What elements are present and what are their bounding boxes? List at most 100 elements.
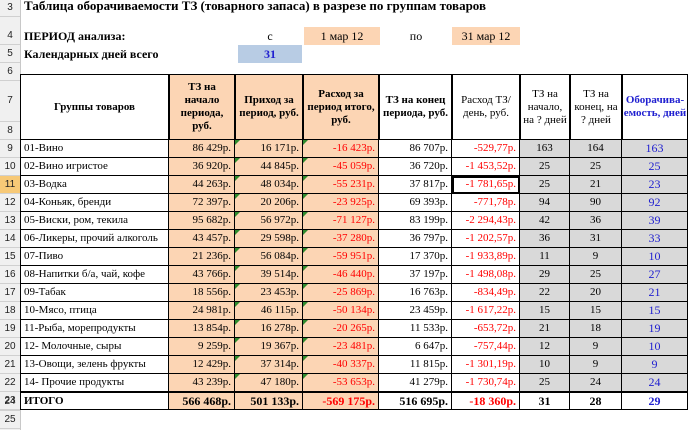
cell-income[interactable]: 46 115р. [235, 302, 303, 320]
cell-expense-day[interactable]: -834,49р. [452, 284, 520, 302]
cell-tz-end[interactable]: 41 279р. [379, 374, 452, 392]
cell-turnover[interactable]: 39 [622, 212, 688, 230]
period-from-label[interactable]: с [267, 29, 273, 43]
cell-expense-day[interactable]: -529,77р. [452, 140, 520, 158]
cell-days-start[interactable]: 42 [520, 212, 570, 230]
row-number[interactable]: 11 [0, 176, 20, 194]
cell-expense-day[interactable]: -1 933,89р. [452, 248, 520, 266]
cell-group[interactable]: 05-Виски, ром, текила [20, 212, 169, 230]
cell-tz-end[interactable]: 86 707р. [379, 140, 452, 158]
row-number[interactable]: 20 [0, 338, 20, 356]
cell-tz-start[interactable]: 566 468р. [169, 392, 235, 410]
cell-days-start[interactable]: 22 [520, 284, 570, 302]
cell-days-start[interactable]: 31 [520, 392, 570, 410]
cell-income[interactable]: 23 453р. [235, 284, 303, 302]
cell-days-start[interactable]: 15 [520, 302, 570, 320]
cell-group[interactable]: 08-Напитки б/а, чай, кофе [20, 266, 169, 284]
cell-group[interactable]: 10-Мясо, птица [20, 302, 169, 320]
row-number[interactable]: 24 [0, 393, 20, 411]
cell-days-start[interactable]: 25 [520, 176, 570, 194]
cell-tz-end[interactable]: 11 533р. [379, 320, 452, 338]
cell-tz-end[interactable]: 37 197р. [379, 266, 452, 284]
cell-tz-start[interactable]: 43 239р. [169, 374, 235, 392]
row-number[interactable]: 13 [0, 212, 20, 230]
cell-turnover[interactable]: 15 [622, 302, 688, 320]
row-number[interactable]: 4 [0, 27, 20, 45]
days-label[interactable]: Календарных дней всего [24, 47, 159, 61]
cell-turnover[interactable]: 29 [622, 392, 688, 410]
cell-tz-end[interactable]: 516 695р. [379, 392, 452, 410]
cell-days-start[interactable]: 12 [520, 338, 570, 356]
cell-days-end[interactable]: 9 [570, 248, 622, 266]
cell-turnover[interactable]: 92 [622, 194, 688, 212]
cell-group[interactable]: 07-Пиво [20, 248, 169, 266]
cell-tz-start[interactable]: 13 854р. [169, 320, 235, 338]
row-number[interactable]: 14 [0, 230, 20, 248]
cell-tz-end[interactable]: 36 720р. [379, 158, 452, 176]
cell-tz-start[interactable]: 72 397р. [169, 194, 235, 212]
cell-expense-day[interactable]: -757,44р. [452, 338, 520, 356]
cell-tz-start[interactable]: 43 766р. [169, 266, 235, 284]
cell-tz-end[interactable]: 16 763р. [379, 284, 452, 302]
cell-days-start[interactable]: 11 [520, 248, 570, 266]
cell-income[interactable]: 39 514р. [235, 266, 303, 284]
cell-expense[interactable]: -59 951р. [303, 248, 379, 266]
cell-expense[interactable]: -20 265р. [303, 320, 379, 338]
cell-days-end[interactable]: 9 [570, 356, 622, 374]
cell-group[interactable]: 12- Молочные, сыры [20, 338, 169, 356]
cell-expense[interactable]: -23 481р. [303, 338, 379, 356]
cell-expense-day[interactable]: -1 730,74р. [452, 374, 520, 392]
cell-expense[interactable]: -46 440р. [303, 266, 379, 284]
cell-days-start[interactable]: 25 [520, 158, 570, 176]
cell-income[interactable]: 48 034р. [235, 176, 303, 194]
row-number[interactable]: 19 [0, 320, 20, 338]
cell-expense[interactable]: -55 231р. [303, 176, 379, 194]
cell-income[interactable]: 16 171р. [235, 140, 303, 158]
cell-group[interactable]: ИТОГО [20, 392, 169, 410]
cell-tz-end[interactable]: 6 647р. [379, 338, 452, 356]
cell-expense[interactable]: -53 653р. [303, 374, 379, 392]
cell-income[interactable]: 29 598р. [235, 230, 303, 248]
cell-days-end[interactable]: 31 [570, 230, 622, 248]
cell-turnover[interactable]: 27 [622, 266, 688, 284]
cell-days-start[interactable]: 29 [520, 266, 570, 284]
cell-tz-start[interactable]: 12 429р. [169, 356, 235, 374]
cell-group[interactable]: 13-Овощи, зелень фрукты [20, 356, 169, 374]
row-number[interactable]: 8 [0, 122, 20, 140]
row-number[interactable]: 9 [0, 140, 20, 158]
cell-days-end[interactable]: 24 [570, 374, 622, 392]
cell-expense[interactable]: -71 127р. [303, 212, 379, 230]
cell-tz-start[interactable]: 24 981р. [169, 302, 235, 320]
cell-tz-start[interactable]: 21 236р. [169, 248, 235, 266]
cell-turnover[interactable]: 24 [622, 374, 688, 392]
cell-expense-day[interactable]: -1 617,22р. [452, 302, 520, 320]
cell-turnover[interactable]: 25 [622, 158, 688, 176]
period-from-value[interactable]: 1 мар 12 [304, 27, 380, 45]
cell-tz-start[interactable]: 86 429р. [169, 140, 235, 158]
row-number[interactable]: 22 [0, 374, 20, 392]
cell-tz-start[interactable]: 18 556р. [169, 284, 235, 302]
cell-income[interactable]: 56 972р. [235, 212, 303, 230]
row-number[interactable]: 17 [0, 284, 20, 302]
cell-expense[interactable]: -16 423р. [303, 140, 379, 158]
period-to-label[interactable]: по [409, 29, 423, 43]
cell-expense[interactable]: -50 134р. [303, 302, 379, 320]
cell-days-end[interactable]: 18 [570, 320, 622, 338]
cell-tz-end[interactable]: 36 797р. [379, 230, 452, 248]
cell-days-start[interactable]: 25 [520, 374, 570, 392]
cell-days-start[interactable]: 94 [520, 194, 570, 212]
cell-days-end[interactable]: 20 [570, 284, 622, 302]
header-expense[interactable]: Расход за период итого, руб. [303, 74, 379, 140]
row-number[interactable]: 16 [0, 266, 20, 284]
cell-days-end[interactable]: 90 [570, 194, 622, 212]
cell-group[interactable]: 09-Табак [20, 284, 169, 302]
cell-group[interactable]: 04-Коньяк, бренди [20, 194, 169, 212]
period-label[interactable]: ПЕРИОД анализа: [24, 29, 126, 43]
cell-group[interactable]: 06-Ликеры, прочий алкоголь [20, 230, 169, 248]
cell-days-end[interactable]: 25 [570, 266, 622, 284]
cell-income[interactable]: 44 845р. [235, 158, 303, 176]
cell-income[interactable]: 56 084р. [235, 248, 303, 266]
cell-tz-end[interactable]: 69 393р. [379, 194, 452, 212]
cell-income[interactable]: 19 367р. [235, 338, 303, 356]
header-expense-day[interactable]: Расход ТЗ/ день, руб. [452, 74, 520, 140]
